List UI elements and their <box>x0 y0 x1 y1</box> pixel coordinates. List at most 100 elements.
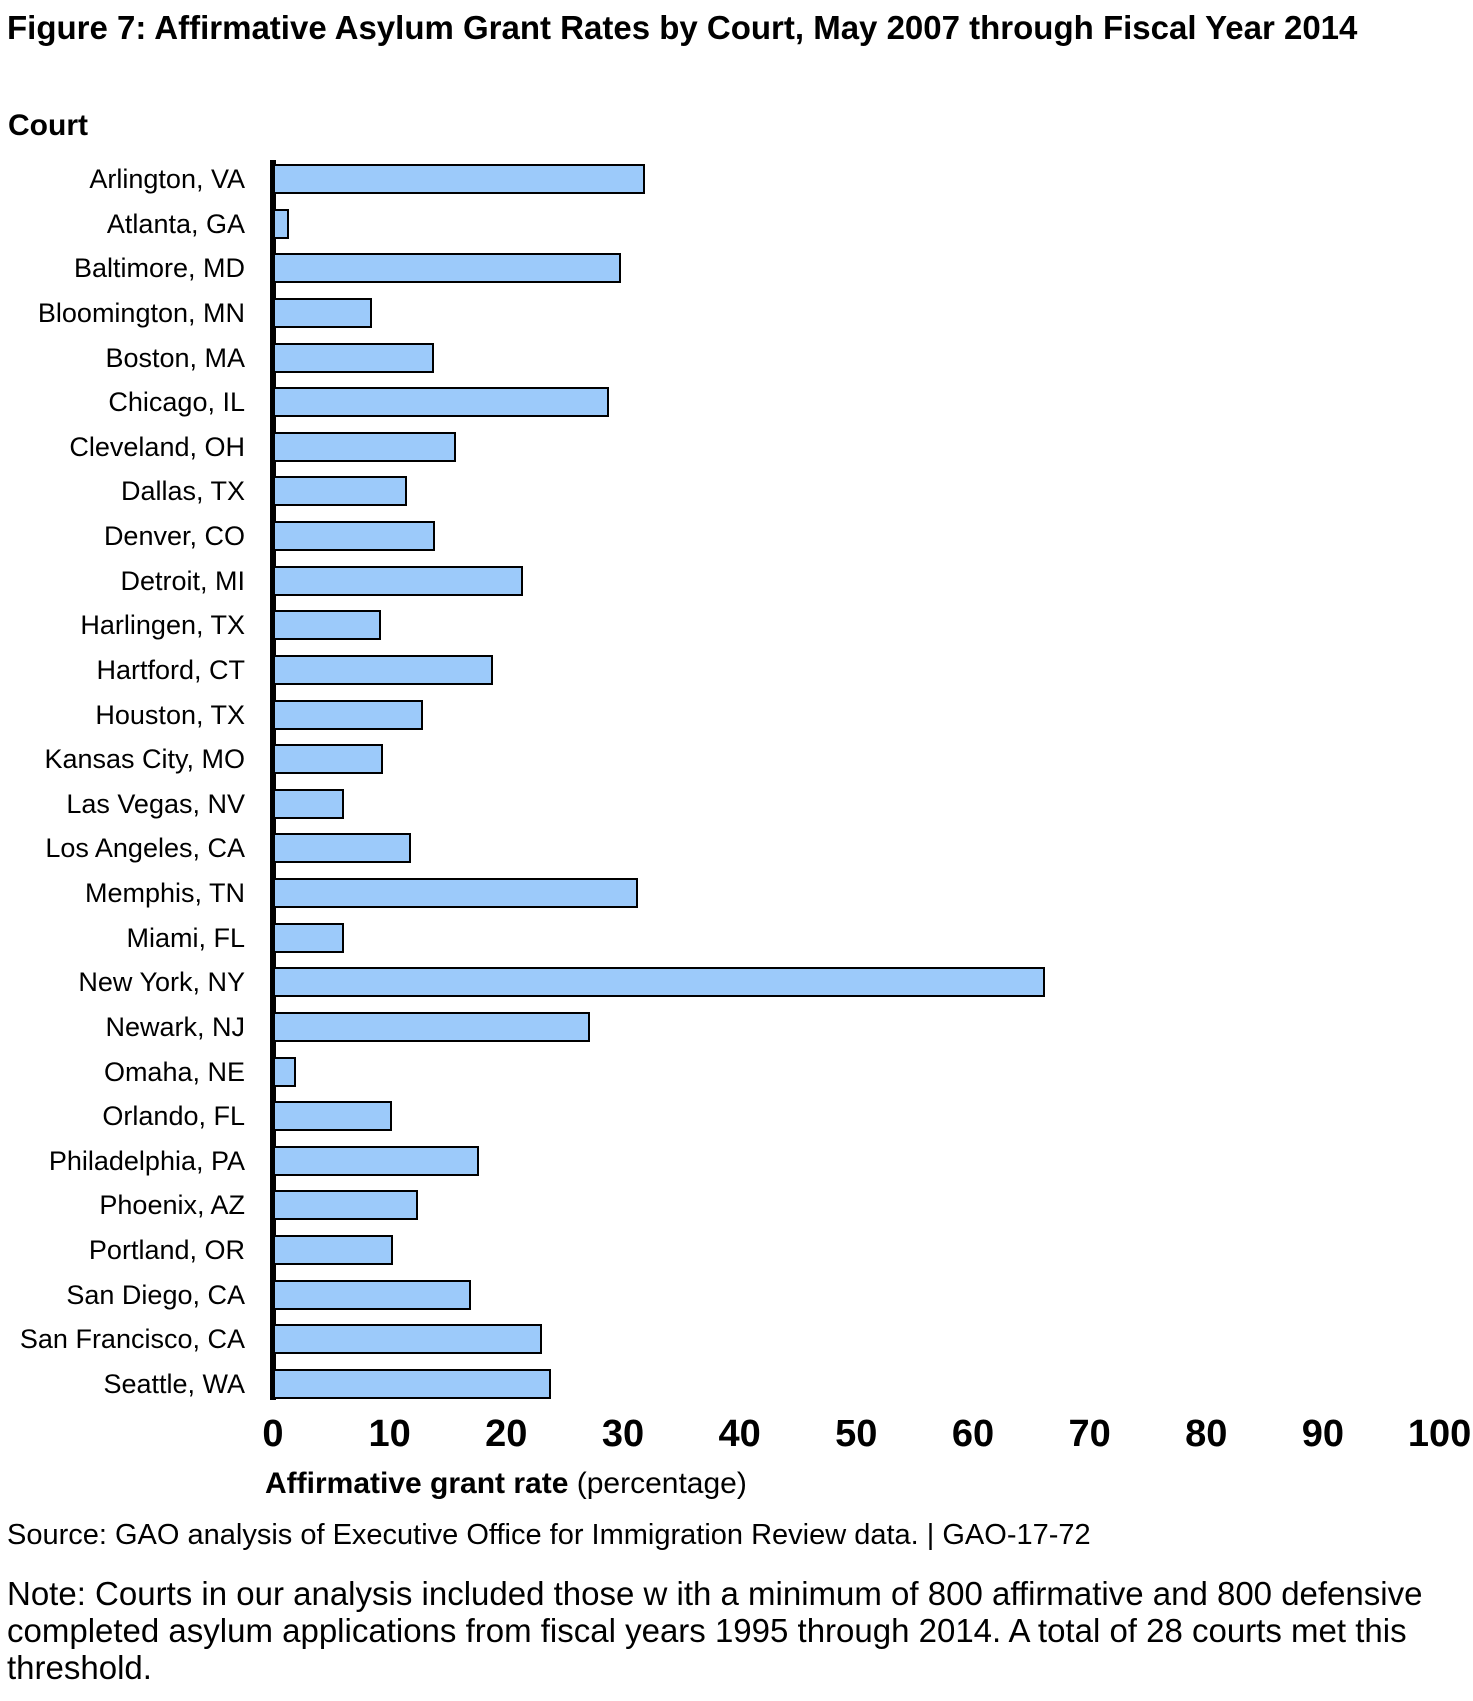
court-label: Miami, FL <box>126 922 245 953</box>
bar <box>273 565 523 596</box>
chart-row: Denver, CO <box>0 521 1473 552</box>
chart-row: Cleveland, OH <box>0 431 1473 462</box>
court-label: New York, NY <box>78 967 245 998</box>
x-tick-label: 60 <box>951 1413 995 1455</box>
bar <box>273 1011 590 1042</box>
bar <box>273 1369 551 1399</box>
chart-row: Memphis, TN <box>0 878 1473 909</box>
chart-row: New York, NY <box>0 967 1473 998</box>
chart-row: Los Angeles, CA <box>0 833 1473 864</box>
x-tick-label: 10 <box>368 1413 411 1455</box>
x-tick-label: 70 <box>1068 1413 1111 1455</box>
chart-row: Arlington, VA <box>0 164 1473 194</box>
bar <box>273 1101 392 1132</box>
bar <box>273 1145 479 1176</box>
chart-row: Hartford, CT <box>0 654 1473 685</box>
bar <box>273 878 638 909</box>
source-line: Source: GAO analysis of Executive Office… <box>7 1519 1091 1551</box>
court-label: Denver, CO <box>103 521 245 552</box>
bar <box>273 431 456 462</box>
x-tick-label: 0 <box>262 1413 284 1455</box>
bar <box>273 833 411 864</box>
chart-row: Phoenix, AZ <box>0 1190 1473 1221</box>
court-label: Bloomington, MN <box>37 297 245 328</box>
chart-row: Philadelphia, PA <box>0 1145 1473 1176</box>
bar <box>273 521 435 552</box>
court-label: Omaha, NE <box>103 1056 245 1087</box>
court-label: Houston, TX <box>95 699 245 730</box>
x-tick-label: 30 <box>601 1413 645 1455</box>
court-label: Cleveland, OH <box>69 431 245 462</box>
bar <box>273 1235 393 1266</box>
x-axis-label-unit: (percentage) <box>568 1467 747 1500</box>
bar <box>273 253 621 284</box>
bar <box>273 342 434 373</box>
bar <box>273 387 609 418</box>
bar <box>273 297 372 328</box>
chart-row: Kansas City, MO <box>0 744 1473 775</box>
bar <box>273 476 407 507</box>
chart-row: Atlanta, GA <box>0 208 1473 239</box>
bar <box>273 788 344 819</box>
court-label: Boston, MA <box>105 342 245 373</box>
bar <box>273 744 383 775</box>
x-tick-label: 90 <box>1301 1413 1345 1455</box>
chart-row: Baltimore, MD <box>0 253 1473 284</box>
chart-row: Las Vegas, NV <box>0 788 1473 819</box>
chart-row: Miami, FL <box>0 922 1473 953</box>
figure-title: Figure 7: Affirmative Asylum Grant Rates… <box>7 9 1358 46</box>
court-label: Orlando, FL <box>102 1101 245 1132</box>
bar <box>273 654 493 685</box>
court-label: Portland, OR <box>88 1235 245 1266</box>
court-label: Kansas City, MO <box>44 744 245 775</box>
chart-row: Portland, OR <box>0 1235 1473 1266</box>
court-label: Los Angeles, CA <box>45 833 245 864</box>
court-label: San Francisco, CA <box>19 1324 245 1355</box>
chart-row: Orlando, FL <box>0 1101 1473 1132</box>
court-label: Harlingen, TX <box>80 610 245 641</box>
bar <box>273 922 344 953</box>
x-tick-label: 20 <box>485 1413 528 1455</box>
x-tick-label: 40 <box>718 1413 761 1455</box>
bar <box>273 699 423 730</box>
bar <box>273 967 1045 998</box>
bar <box>273 208 289 239</box>
court-label: Chicago, IL <box>108 387 245 418</box>
court-label: Seattle, WA <box>103 1369 245 1399</box>
bar <box>273 164 645 194</box>
x-tick-label: 50 <box>835 1413 878 1455</box>
chart-row: Harlingen, TX <box>0 610 1473 641</box>
court-label: Atlanta, GA <box>106 208 245 239</box>
bar <box>273 1279 471 1310</box>
court-label: Baltimore, MD <box>73 253 245 284</box>
x-tick-label: 100 <box>1407 1413 1472 1455</box>
bar <box>273 1056 296 1087</box>
y-axis-heading: Court <box>8 109 88 142</box>
chart-row: Newark, NJ <box>0 1011 1473 1042</box>
note-text: Note: Courts in our analysis included th… <box>7 1575 1423 1686</box>
chart-row: Chicago, IL <box>0 387 1473 418</box>
bar <box>273 1190 418 1221</box>
court-label: Arlington, VA <box>89 164 245 194</box>
bar-chart: Arlington, VA Atlanta, GA Baltimore, MD Blo… <box>0 160 1473 1455</box>
bar <box>273 610 381 641</box>
court-label: Memphis, TN <box>84 878 245 909</box>
court-label: Phoenix, AZ <box>99 1190 245 1221</box>
court-label: Newark, NJ <box>105 1011 245 1042</box>
chart-row: Detroit, MI <box>0 565 1473 596</box>
court-label: San Diego, CA <box>66 1279 245 1310</box>
bar <box>273 1324 542 1355</box>
x-tick-label: 80 <box>1185 1413 1228 1455</box>
court-label: Philadelphia, PA <box>48 1145 245 1176</box>
chart-row: Seattle, WA <box>0 1369 1473 1399</box>
x-axis-label-bold: Affirmative grant rate <box>265 1467 569 1500</box>
court-label: Detroit, MI <box>120 565 245 596</box>
chart-row: Dallas, TX <box>0 476 1473 507</box>
y-axis-line <box>270 160 276 1400</box>
chart-row: Houston, TX <box>0 699 1473 730</box>
chart-row: Omaha, NE <box>0 1056 1473 1087</box>
court-label: Hartford, CT <box>96 654 245 685</box>
chart-row: Bloomington, MN <box>0 297 1473 328</box>
court-label: Dallas, TX <box>120 476 245 507</box>
